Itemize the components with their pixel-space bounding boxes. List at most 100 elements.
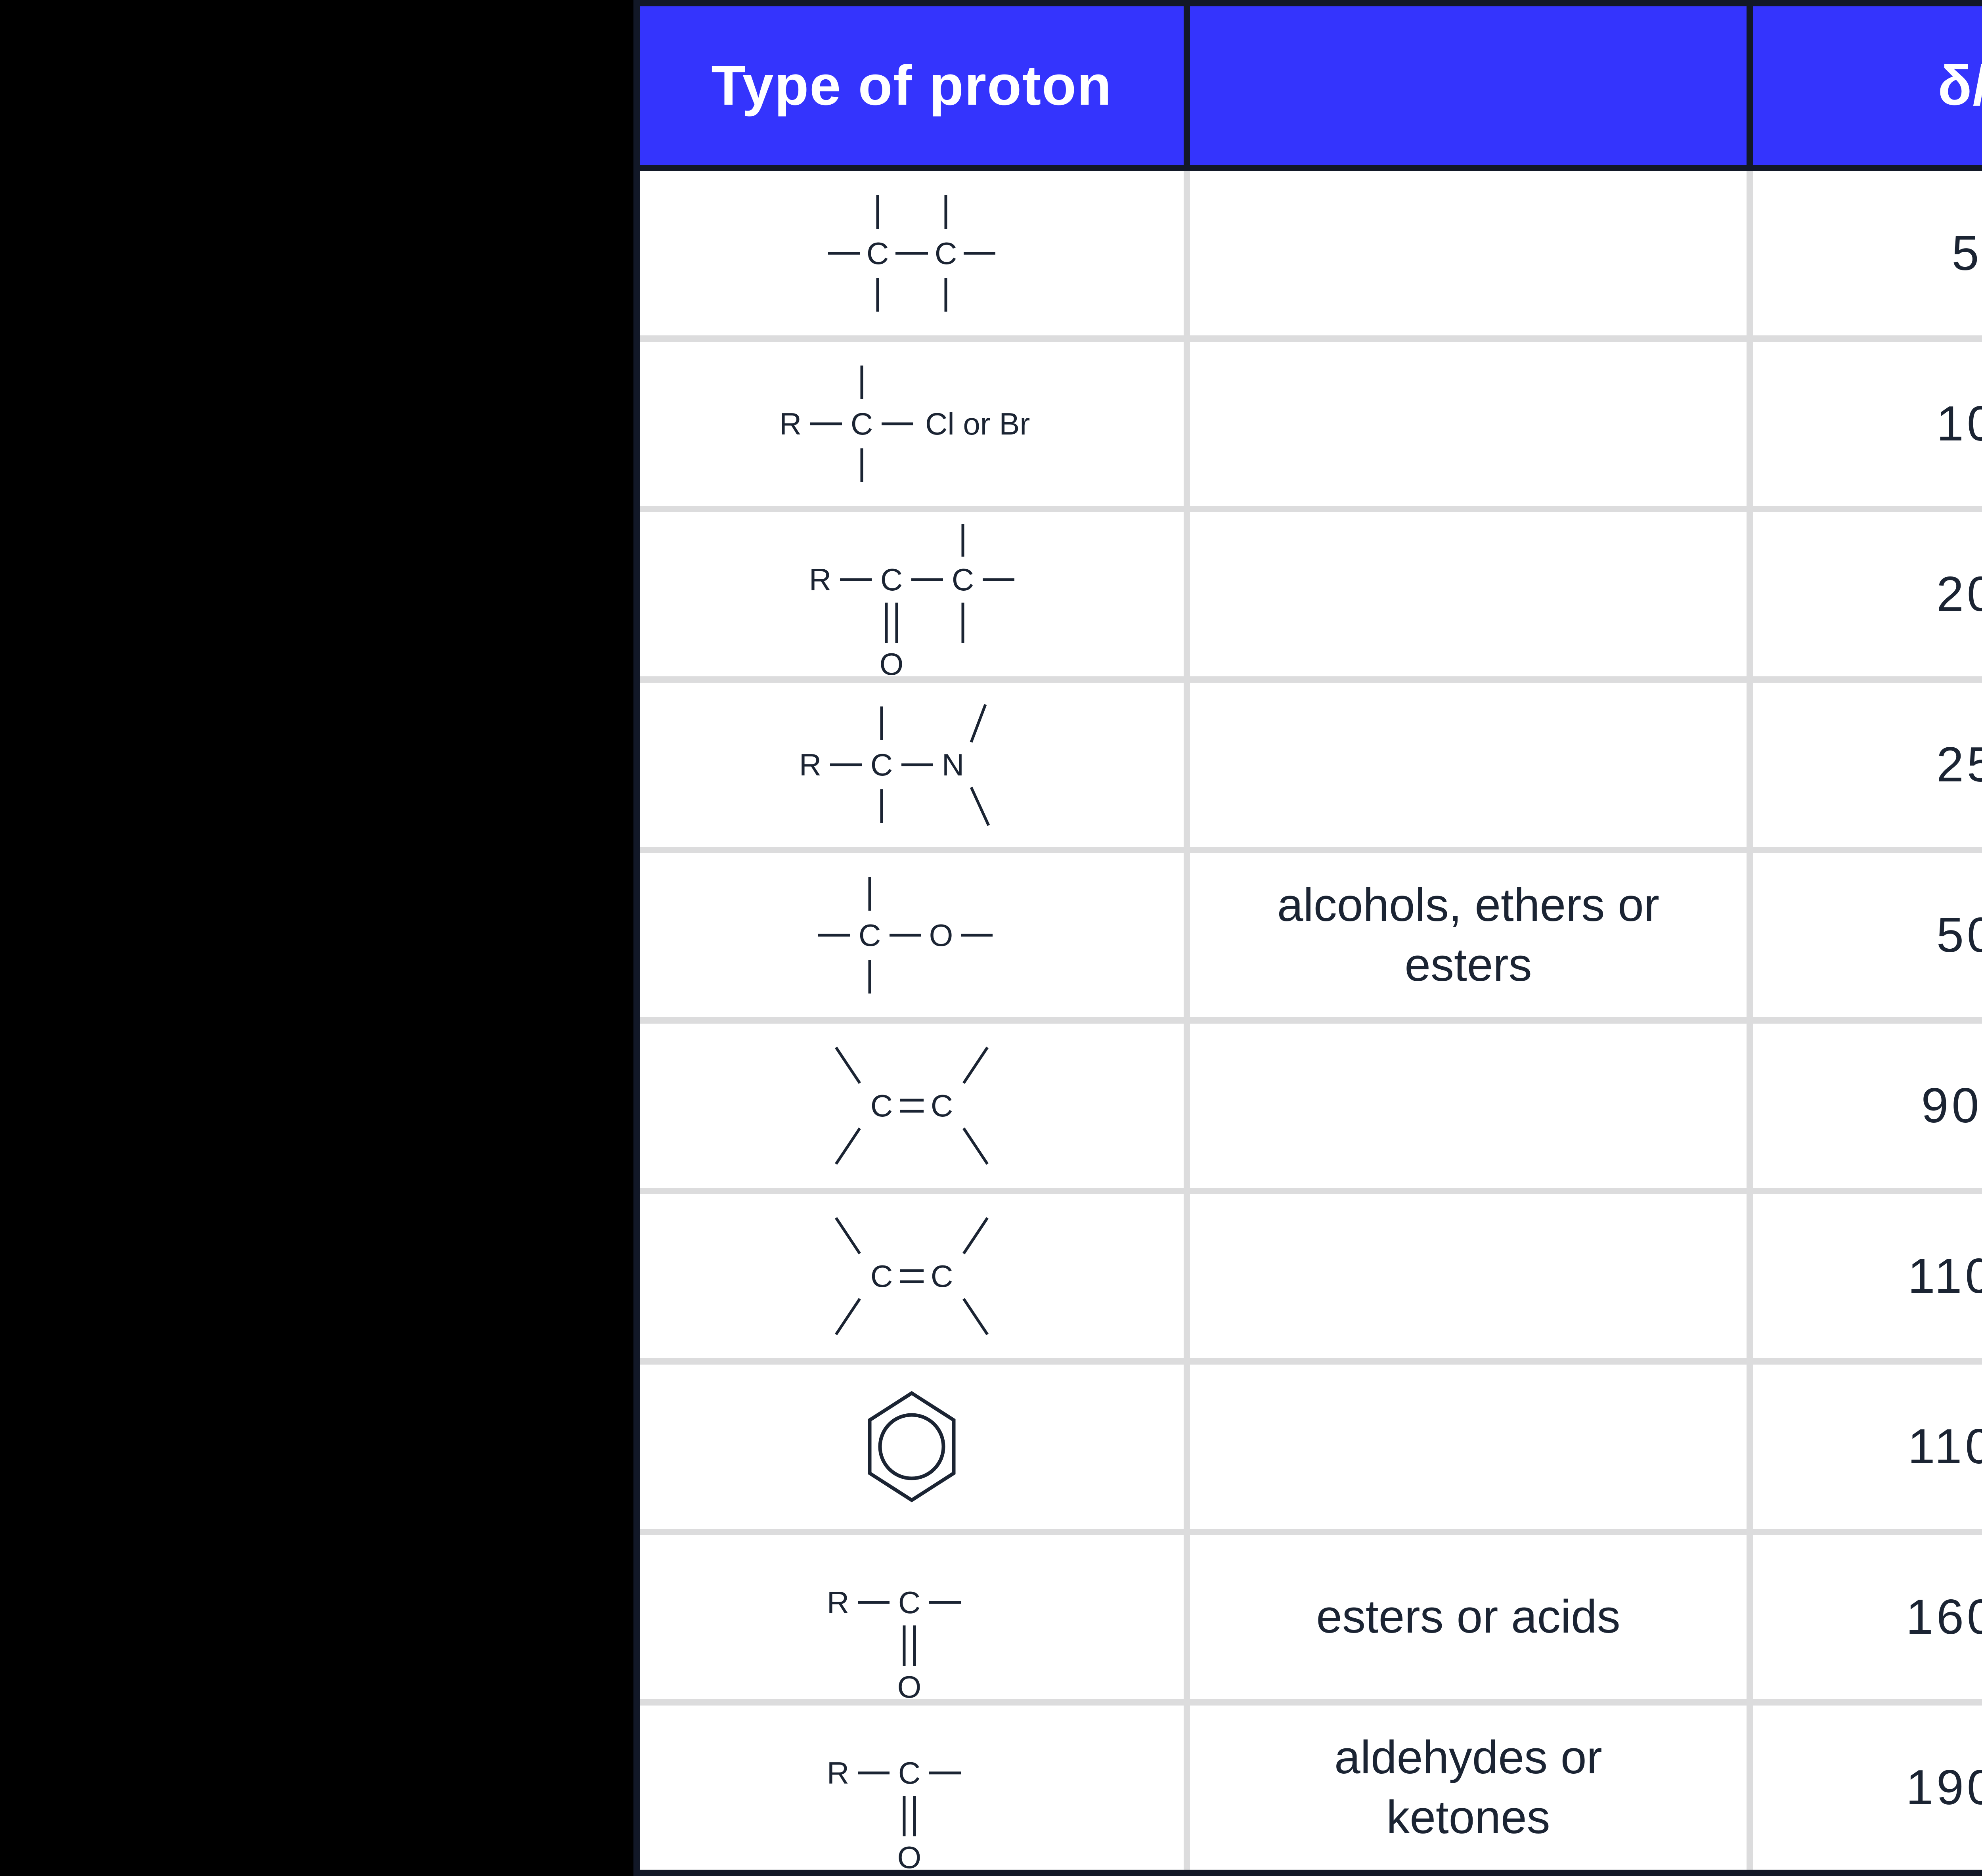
shift-range: 190 - 220	[1906, 1760, 1982, 1815]
svg-text:C: C	[859, 918, 881, 953]
shift-range: 10 - 70	[1936, 396, 1982, 451]
shift-range-cell: 5 - 40	[1753, 171, 1982, 335]
svg-text:R: R	[779, 406, 802, 441]
column-divider	[1184, 1365, 1190, 1529]
shift-range-cell: 190 - 220	[1753, 1706, 1982, 1870]
column-divider	[1184, 171, 1190, 335]
halogenoalkane-structure-icon: R C Cl or Br	[779, 366, 1030, 482]
shift-range: 160 - 185	[1906, 1590, 1982, 1644]
column-divider	[1747, 6, 1753, 165]
header-empty	[1190, 6, 1747, 165]
column-divider	[1747, 683, 1753, 847]
column-divider	[1747, 512, 1753, 676]
header-type-of-proton: Type of proton	[640, 6, 1184, 165]
svg-text:C: C	[867, 236, 889, 271]
amine-structure-icon: R C N	[799, 704, 990, 826]
column-divider	[1747, 1535, 1753, 1699]
structure-cell: R C Cl or Br	[640, 342, 1184, 506]
row-divider	[640, 676, 1982, 683]
description-cell: aldehydes or ketones	[1190, 1706, 1747, 1870]
carbonyl-alpha-carbon-structure-icon: R C C O	[809, 524, 1014, 676]
table-row: R C N 25 - 60	[640, 683, 1982, 847]
alkene-structure-icon: C C	[835, 1047, 989, 1165]
table-row: 110 - 160	[640, 1365, 1982, 1529]
structure-cell: C C	[640, 1194, 1184, 1358]
svg-text:Cl or Br: Cl or Br	[925, 406, 1030, 441]
description-cell	[1190, 512, 1747, 676]
svg-text:O: O	[880, 647, 904, 676]
column-divider	[1184, 512, 1190, 676]
column-divider	[1184, 1706, 1190, 1870]
description-cell	[1190, 1365, 1747, 1529]
row-divider	[640, 1017, 1982, 1024]
row-divider	[640, 847, 1982, 853]
row-divider	[640, 1699, 1982, 1706]
svg-text:C: C	[880, 562, 903, 597]
shift-range: 20 - 50	[1936, 567, 1982, 622]
description-cell	[1190, 342, 1747, 506]
description-cell	[1190, 1194, 1747, 1358]
svg-text:C: C	[931, 1259, 953, 1294]
structure-cell: C C	[640, 1024, 1184, 1188]
column-divider	[1747, 1194, 1753, 1358]
description-cell	[1190, 171, 1747, 335]
column-divider	[1184, 1024, 1190, 1188]
column-divider	[1184, 853, 1190, 1017]
shift-range-cell: 25 - 60	[1753, 683, 1982, 847]
header-label: δ/ppm	[1938, 54, 1982, 117]
structure-cell: R C C O	[640, 512, 1184, 676]
shift-range-cell: 90 - 150	[1753, 1024, 1982, 1188]
shift-range: 110 - 125	[1907, 1249, 1982, 1304]
column-divider	[1184, 1535, 1190, 1699]
header-label: Type of proton	[711, 54, 1112, 117]
svg-text:O: O	[897, 1669, 922, 1699]
svg-text:R: R	[799, 747, 821, 782]
svg-text:C: C	[952, 562, 974, 597]
svg-text:O: O	[929, 918, 953, 953]
table-row: R C O aldehydes or ketones 190 - 220	[640, 1706, 1982, 1870]
description-cell	[1190, 683, 1747, 847]
row-divider	[640, 1529, 1982, 1535]
structure-cell: C O	[640, 853, 1184, 1017]
table-header-row: Type of proton δ/ppm	[640, 6, 1982, 165]
description-text: esters or acids	[1316, 1591, 1620, 1643]
structure-cell: R C N	[640, 683, 1184, 847]
shift-range: 50 - 90	[1936, 908, 1982, 963]
alkene-structure-icon: C C	[835, 1217, 989, 1335]
shift-range-cell: 10 - 70	[1753, 342, 1982, 506]
shift-range-cell: 110 - 125	[1753, 1194, 1982, 1358]
description-cell: esters or acids	[1190, 1535, 1747, 1699]
svg-text:C: C	[851, 406, 873, 441]
column-divider	[1747, 1365, 1753, 1529]
table-row: C C 5 - 40	[640, 171, 1982, 335]
column-divider	[1184, 6, 1190, 165]
header-separator	[640, 165, 1982, 171]
table-row: R C Cl or Br 10 - 70	[640, 342, 1982, 506]
shift-range-cell: 160 - 185	[1753, 1535, 1982, 1699]
carbonyl-structure-icon: R C O	[827, 1755, 961, 1870]
header-delta-ppm: δ/ppm	[1753, 6, 1982, 165]
column-divider	[1184, 1194, 1190, 1358]
structure-cell: R C O	[640, 1535, 1184, 1699]
alkane-structure-icon: C C	[828, 195, 995, 312]
svg-text:R: R	[827, 1755, 849, 1790]
svg-text:R: R	[809, 562, 831, 597]
description-text: aldehydes or ketones	[1334, 1731, 1602, 1843]
carbonyl-structure-icon: R C O	[827, 1585, 961, 1699]
svg-text:C: C	[898, 1755, 920, 1790]
row-divider	[640, 1358, 1982, 1365]
shift-range: 90 - 150	[1921, 1078, 1982, 1133]
column-divider	[1747, 342, 1753, 506]
description-cell	[1190, 1024, 1747, 1188]
structure-cell: C C	[640, 171, 1184, 335]
column-divider	[1747, 1024, 1753, 1188]
svg-text:N: N	[942, 747, 964, 782]
column-divider	[1184, 342, 1190, 506]
row-divider	[640, 506, 1982, 512]
description-text: alcohols, ethers or esters	[1277, 879, 1660, 991]
description-cell: alcohols, ethers or esters	[1190, 853, 1747, 1017]
column-divider	[1747, 853, 1753, 1017]
benzene-ring-icon	[868, 1391, 956, 1503]
c-o-structure-icon: C O	[818, 877, 993, 994]
svg-text:C: C	[870, 747, 893, 782]
